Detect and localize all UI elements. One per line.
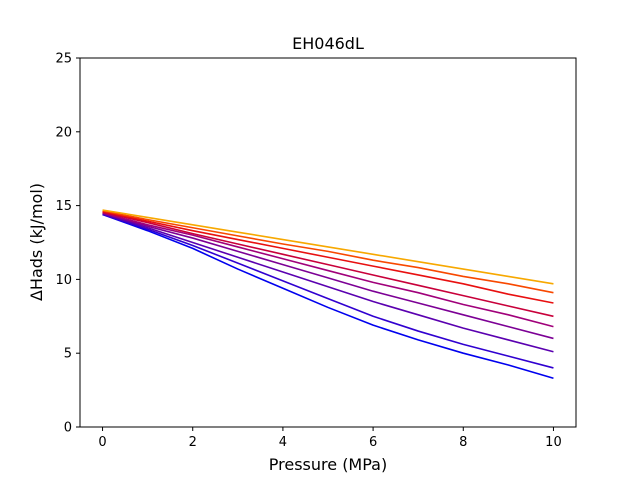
y-tick-label: 5: [64, 347, 72, 362]
x-tick-label: 4: [279, 435, 287, 450]
y-tick-label: 15: [55, 199, 72, 214]
y-tick-label: 10: [55, 273, 72, 288]
y-tick-label: 20: [55, 125, 72, 140]
y-axis-label: ΔHads (kJ/mol): [27, 183, 46, 301]
x-tick-label: 0: [98, 435, 106, 450]
chart-title: EH046dL: [292, 34, 364, 53]
series-group: [102, 209, 554, 380]
series-line-5: [102, 212, 554, 328]
series-line-6: [102, 211, 554, 318]
x-axis-label: Pressure (MPa): [269, 455, 387, 474]
series-line-4: [102, 212, 554, 340]
series-line-7: [102, 210, 554, 304]
y-tick-label: 25: [55, 52, 72, 67]
x-axis: 0 2 4 6 8 10: [98, 427, 562, 450]
series-line-1: [102, 213, 554, 380]
series-line-2: [102, 213, 554, 369]
x-tick-label: 8: [459, 435, 467, 450]
series-line-3: [102, 212, 554, 353]
series-line-9: [102, 209, 554, 285]
x-tick-label: 2: [189, 435, 197, 450]
y-tick-label: 0: [64, 421, 72, 436]
y-axis: 0 5 10 15 20 25: [55, 52, 80, 436]
plot-area-frame: [79, 57, 577, 428]
x-tick-label: 10: [545, 435, 562, 450]
series-line-8: [102, 209, 554, 294]
x-tick-label: 6: [369, 435, 377, 450]
